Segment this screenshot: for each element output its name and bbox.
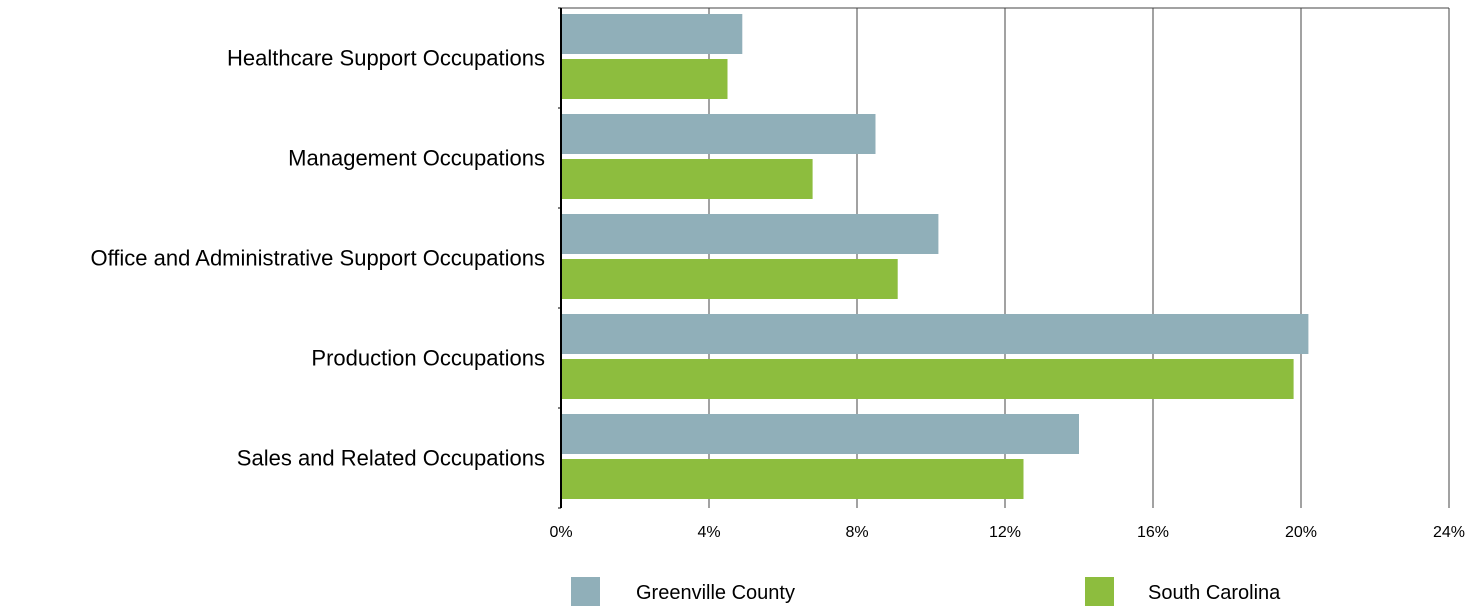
legend-label-greenville-county: Greenville County [636, 582, 795, 604]
x-tick-label: 4% [697, 524, 720, 541]
category-label: Management Occupations [288, 146, 545, 171]
bars [561, 14, 1309, 499]
x-tick-label: 16% [1137, 524, 1169, 541]
x-tick-labels: 0% 4% 8% 12% 16% 20% 24% [549, 524, 1465, 541]
bar-greenville-county-3 [561, 314, 1309, 354]
category-label: Healthcare Support Occupations [227, 46, 545, 71]
bar-greenville-county-2 [561, 214, 939, 254]
category-label: Production Occupations [311, 346, 545, 371]
x-tick-label: 0% [549, 524, 572, 541]
x-tick-label: 8% [845, 524, 868, 541]
bar-greenville-county-0 [561, 14, 743, 54]
category-label: Sales and Related Occupations [237, 446, 545, 471]
x-tick-label: 12% [989, 524, 1021, 541]
legend-label-south-carolina: South Carolina [1148, 582, 1281, 604]
bar-south-carolina-1 [561, 159, 813, 199]
legend-swatch-greenville-county [571, 577, 600, 606]
bar-greenville-county-1 [561, 114, 876, 154]
bar-south-carolina-0 [561, 59, 728, 99]
category-labels: Healthcare Support Occupations Management… [90, 46, 545, 471]
legend-swatch-south-carolina [1085, 577, 1114, 606]
category-label: Office and Administrative Support Occupa… [90, 246, 545, 271]
bar-south-carolina-2 [561, 259, 898, 299]
axes [558, 7, 562, 509]
bar-south-carolina-3 [561, 359, 1294, 399]
bar-greenville-county-4 [561, 414, 1079, 454]
x-tick-label: 20% [1285, 524, 1317, 541]
x-tick-label: 24% [1433, 524, 1465, 541]
bar-south-carolina-4 [561, 459, 1024, 499]
legend: Greenville County South Carolina [571, 577, 1281, 606]
grid-lines [561, 7, 1450, 508]
